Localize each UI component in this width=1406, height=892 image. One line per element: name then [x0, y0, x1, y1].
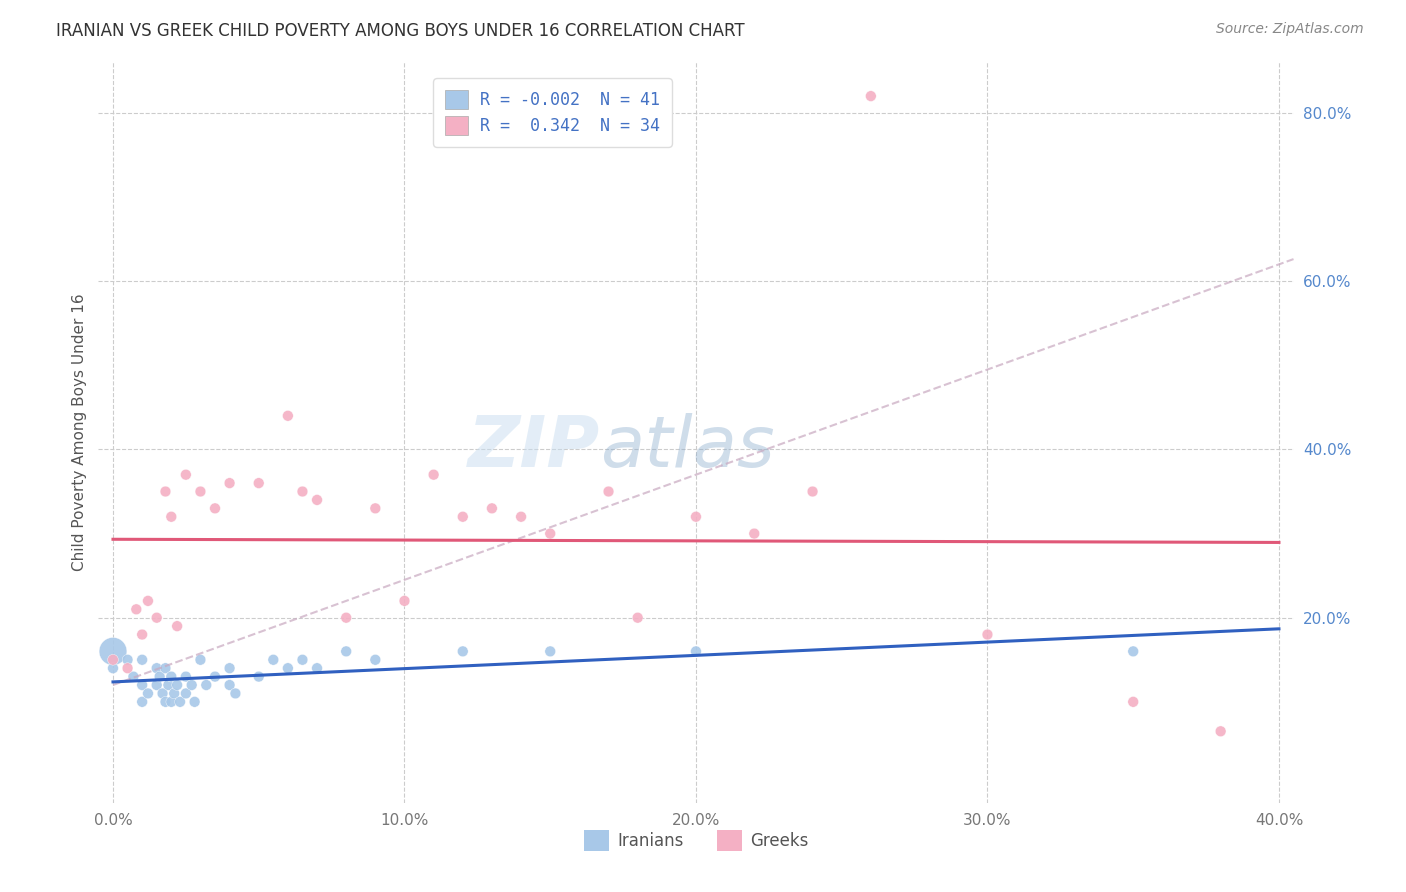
Point — [125, 602, 148, 616]
Text: IRANIAN VS GREEK CHILD POVERTY AMONG BOYS UNDER 16 CORRELATION CHART: IRANIAN VS GREEK CHILD POVERTY AMONG BOY… — [56, 22, 745, 40]
Y-axis label: Child Poverty Among Boys Under 16: Child Poverty Among Boys Under 16 — [72, 293, 87, 572]
Point — [166, 619, 188, 633]
Point — [364, 653, 387, 667]
Point — [451, 644, 474, 658]
Point — [538, 526, 561, 541]
Point — [160, 670, 183, 684]
Point — [180, 678, 202, 692]
Point — [335, 644, 357, 658]
Point — [174, 686, 197, 700]
Point — [157, 678, 180, 692]
Point — [451, 509, 474, 524]
Point — [481, 501, 503, 516]
Point — [422, 467, 444, 482]
Point — [247, 476, 270, 491]
Point — [1122, 695, 1144, 709]
Point — [538, 644, 561, 658]
Point — [1122, 644, 1144, 658]
Point — [685, 509, 707, 524]
Point — [510, 509, 533, 524]
Point — [247, 670, 270, 684]
Point — [101, 653, 124, 667]
Point — [204, 670, 226, 684]
Point — [166, 678, 188, 692]
Point — [160, 509, 183, 524]
Point — [145, 610, 167, 624]
Point — [195, 678, 218, 692]
Point — [131, 695, 153, 709]
Point — [976, 627, 998, 641]
Point — [305, 661, 328, 675]
Point — [190, 653, 212, 667]
Point — [183, 695, 205, 709]
Point — [742, 526, 765, 541]
Legend: Iranians, Greeks: Iranians, Greeks — [576, 823, 815, 857]
Point — [145, 661, 167, 675]
Point — [145, 678, 167, 692]
Point — [131, 627, 153, 641]
Point — [169, 695, 191, 709]
Point — [859, 89, 882, 103]
Point — [291, 653, 314, 667]
Point — [335, 610, 357, 624]
Point — [131, 653, 153, 667]
Point — [174, 467, 197, 482]
Point — [149, 670, 172, 684]
Point — [174, 670, 197, 684]
Text: ZIP: ZIP — [468, 413, 600, 482]
Point — [1209, 724, 1232, 739]
Text: atlas: atlas — [600, 413, 775, 482]
Point — [122, 670, 145, 684]
Point — [101, 661, 124, 675]
Point — [117, 653, 139, 667]
Point — [131, 678, 153, 692]
Point — [364, 501, 387, 516]
Point — [190, 484, 212, 499]
Point — [101, 644, 124, 658]
Point — [152, 686, 174, 700]
Point — [277, 661, 299, 675]
Point — [291, 484, 314, 499]
Point — [218, 476, 240, 491]
Point — [262, 653, 284, 667]
Point — [218, 661, 240, 675]
Point — [136, 686, 159, 700]
Point — [155, 695, 177, 709]
Point — [627, 610, 650, 624]
Point — [218, 678, 240, 692]
Point — [160, 695, 183, 709]
Point — [801, 484, 824, 499]
Point — [136, 594, 159, 608]
Point — [204, 501, 226, 516]
Point — [598, 484, 620, 499]
Point — [117, 661, 139, 675]
Text: Source: ZipAtlas.com: Source: ZipAtlas.com — [1216, 22, 1364, 37]
Point — [277, 409, 299, 423]
Point — [685, 644, 707, 658]
Point — [155, 484, 177, 499]
Point — [155, 661, 177, 675]
Point — [394, 594, 416, 608]
Point — [305, 492, 328, 507]
Point — [224, 686, 246, 700]
Point — [163, 686, 186, 700]
